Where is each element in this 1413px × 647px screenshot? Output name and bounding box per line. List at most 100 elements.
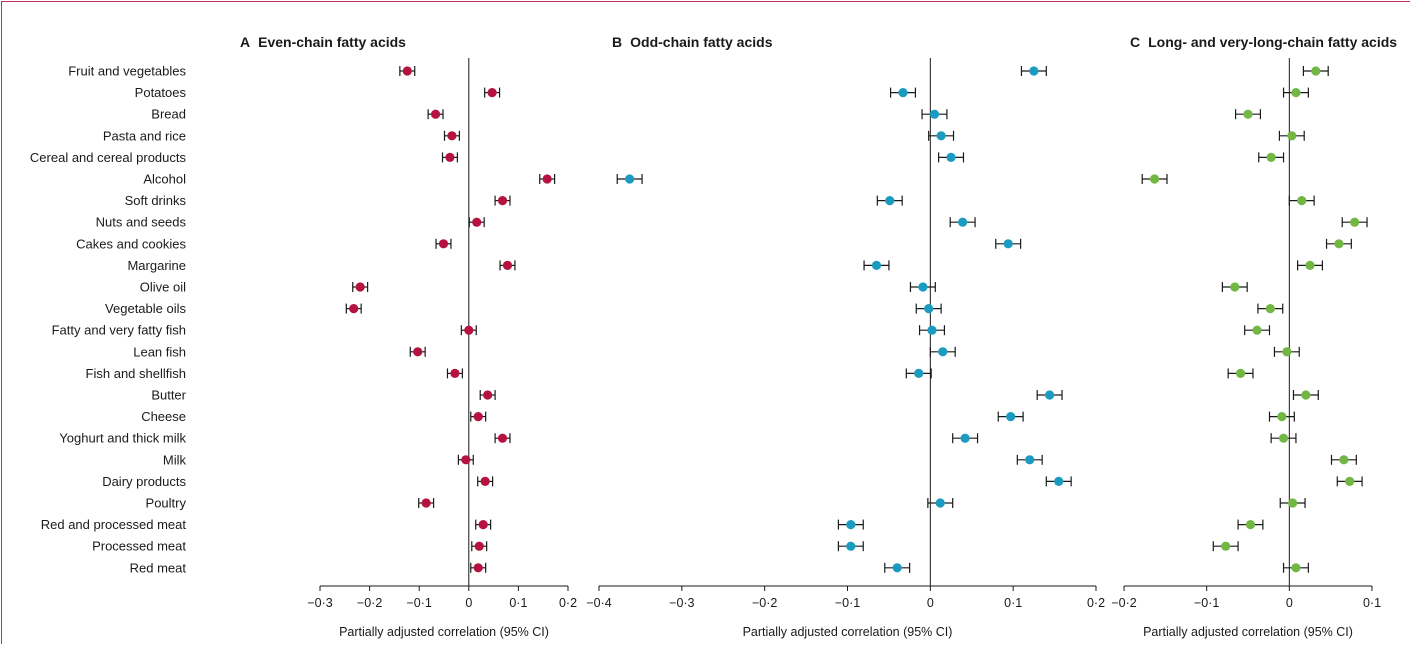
panel-c: C Long- and very-long-chain fatty acids −0…	[1111, 34, 1397, 639]
category-label: Red and processed meat	[41, 517, 187, 532]
data-point-group	[1270, 433, 1297, 444]
category-label: Fatty and very fatty fish	[52, 323, 186, 338]
data-point	[625, 174, 635, 184]
data-point-group	[1282, 87, 1309, 98]
category-label: Bread	[151, 107, 186, 122]
data-point	[430, 109, 441, 119]
data-point	[1266, 152, 1276, 162]
x-tick-label: 0·1	[1363, 596, 1381, 610]
data-point	[438, 239, 449, 249]
data-point	[846, 520, 856, 530]
data-point	[1243, 109, 1253, 119]
data-point	[483, 390, 493, 400]
data-point-group	[418, 498, 435, 508]
x-tick-label: −0·2	[357, 596, 382, 610]
x-tick-label: −0·3	[669, 596, 694, 610]
category-label: Margarine	[127, 258, 186, 273]
data-point-group	[1288, 195, 1315, 206]
data-point-group	[427, 109, 444, 120]
data-point-group	[997, 411, 1024, 422]
data-point-group	[949, 217, 976, 228]
data-point-group	[1045, 476, 1072, 487]
data-point	[464, 325, 474, 335]
panel-letter: C	[1130, 34, 1140, 50]
data-point-group	[484, 87, 501, 98]
data-point	[929, 109, 940, 119]
data-point	[1278, 433, 1289, 443]
data-point	[1252, 325, 1262, 335]
data-point	[1297, 196, 1307, 206]
data-point	[478, 520, 488, 530]
data-point	[497, 433, 508, 443]
data-point-group	[352, 282, 369, 292]
panel-title: C Long- and very-long-chain fatty acids	[1130, 34, 1397, 50]
x-tick-label: 0	[465, 596, 472, 610]
category-label: Potatoes	[135, 85, 187, 100]
data-point-group	[475, 519, 492, 530]
x-tick-label: 0·2	[1087, 596, 1105, 610]
data-point	[474, 541, 484, 551]
data-point-group	[1341, 217, 1368, 228]
data-point-group	[905, 368, 932, 379]
data-point-group	[471, 541, 488, 552]
category-label: Milk	[163, 452, 187, 467]
data-point	[1334, 239, 1344, 249]
data-point	[1235, 368, 1246, 378]
category-label: Lean fish	[133, 344, 186, 359]
data-point-group	[1296, 260, 1324, 271]
data-point-group	[1020, 66, 1047, 76]
data-point	[914, 368, 924, 378]
x-axis-label: Partially adjusted correlation (95% CI)	[339, 625, 549, 639]
data-point	[447, 131, 457, 141]
data-point	[1245, 520, 1256, 530]
data-point-group	[1302, 66, 1329, 76]
data-point-group	[441, 152, 458, 163]
data-point	[924, 304, 934, 314]
x-axis-label: Partially adjusted correlation (95% CI)	[743, 625, 953, 639]
data-point-group	[470, 562, 487, 573]
category-label: Alcohol	[143, 172, 186, 187]
data-point	[542, 174, 552, 184]
data-point-group	[952, 433, 979, 444]
data-point	[1311, 66, 1321, 76]
data-point-group	[995, 238, 1022, 249]
x-axis-label: Partially adjusted correlation (95% CI)	[1143, 625, 1353, 639]
data-point	[1265, 304, 1275, 314]
category-label: Pasta and rice	[103, 128, 186, 143]
panel-b: B Odd-chain fatty acids −0·4 −0·3 −0·2 −0·1 0 0…	[586, 34, 1105, 639]
category-label: Processed meat	[92, 539, 186, 554]
panel-title-text: Odd-chain fatty acids	[630, 34, 773, 50]
data-point	[960, 433, 970, 443]
data-point	[487, 88, 497, 98]
data-point-group	[938, 152, 965, 163]
data-point-group	[1016, 454, 1043, 465]
data-point-group	[479, 390, 496, 400]
data-point-group	[909, 282, 936, 292]
category-label: Fruit and vegetables	[68, 64, 186, 79]
data-point	[892, 563, 902, 573]
data-point	[1287, 131, 1297, 141]
data-point	[355, 282, 365, 292]
data-point-group	[1282, 562, 1309, 573]
data-point	[421, 498, 431, 508]
data-point-group	[863, 260, 890, 271]
category-label: Red meat	[130, 560, 187, 575]
data-point-group	[499, 260, 516, 271]
data-point-group	[435, 238, 452, 249]
data-point	[1221, 541, 1231, 551]
data-point-group	[1212, 541, 1239, 552]
data-point	[935, 498, 945, 508]
x-tick-label: 0	[927, 596, 934, 610]
data-point-group	[457, 454, 474, 465]
data-point	[473, 412, 483, 422]
data-point-group	[927, 498, 954, 508]
x-tick-label: −0·1	[407, 596, 432, 610]
data-point-group	[1141, 174, 1168, 184]
data-point	[927, 325, 937, 335]
x-tick-label: −0·4	[586, 596, 611, 610]
category-label: Butter	[151, 388, 186, 403]
data-point-group	[1292, 390, 1319, 400]
data-point	[846, 541, 856, 551]
data-point-group	[1330, 454, 1357, 465]
